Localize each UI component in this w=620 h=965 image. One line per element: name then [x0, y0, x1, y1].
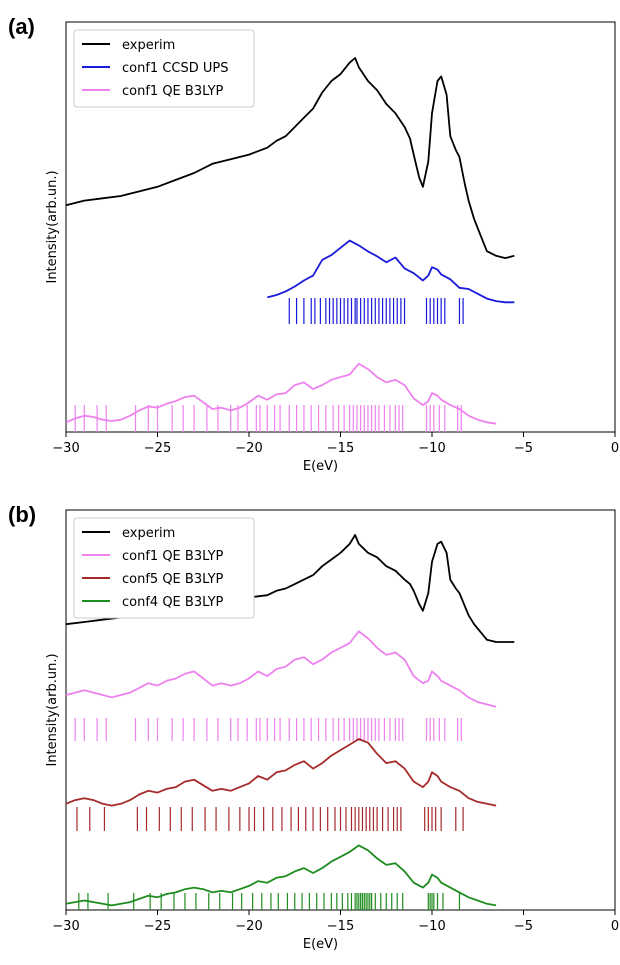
panel-label-a: (a): [8, 14, 35, 39]
legend: experim conf1 QE B3LYP conf5 QE B3LYP conf4…: [73, 517, 255, 619]
stick-series: [74, 718, 462, 741]
legend-label: conf5 QE B3LYP: [122, 572, 224, 587]
chart-panel-a: −30 −25 −20 −15 −10 −5 0 E(eV) Intensity(arb.un.…: [45, 21, 619, 474]
legend: experim conf1 CCSD UPS conf1 QE B3LYP: [73, 29, 255, 108]
x-tick-label: 0: [611, 919, 619, 934]
legend-box: [73, 517, 255, 619]
x-tick-label: −5: [514, 919, 533, 934]
stick-series: [76, 807, 464, 831]
x-tick-label: 0: [611, 441, 619, 456]
series-line: [65, 844, 497, 907]
legend-label: experim: [122, 526, 175, 541]
series-line: [65, 57, 515, 260]
x-tick-label: −5: [514, 441, 533, 456]
y-axis-label: Intensity(arb.un.): [45, 653, 60, 766]
x-tick-label: −20: [235, 919, 262, 934]
y-axis-label: Intensity(arb.un.): [45, 170, 60, 283]
series-line: [65, 738, 497, 807]
x-tick-label: −15: [327, 441, 354, 456]
legend-label: experim: [122, 38, 175, 53]
stick-series: [288, 298, 464, 324]
stick-series: [74, 405, 462, 432]
legend-label: conf4 QE B3LYP: [122, 595, 224, 610]
stick-series: [78, 893, 461, 910]
x-tick-label: −10: [418, 441, 445, 456]
series-line: [267, 239, 515, 304]
x-tick-label: −25: [144, 919, 171, 934]
series-line: [65, 630, 497, 708]
x-axis-label: E(eV): [303, 459, 338, 474]
x-tick-label: −30: [52, 919, 79, 934]
series-line: [65, 362, 497, 425]
legend-box: [73, 29, 255, 108]
legend-label: conf1 CCSD UPS: [122, 61, 228, 76]
legend-label: conf1 QE B3LYP: [122, 84, 224, 99]
chart-panel-b: −30 −25 −20 −15 −10 −5 0 E(eV) Intensity(arb.un.…: [45, 509, 619, 952]
x-tick-label: −30: [52, 441, 79, 456]
x-axis-label: E(eV): [303, 937, 338, 952]
x-tick-label: −10: [418, 919, 445, 934]
legend-label: conf1 QE B3LYP: [122, 549, 224, 564]
x-tick-label: −20: [235, 441, 262, 456]
panel-label-b: (b): [8, 502, 37, 527]
x-tick-label: −25: [144, 441, 171, 456]
x-tick-label: −15: [327, 919, 354, 934]
